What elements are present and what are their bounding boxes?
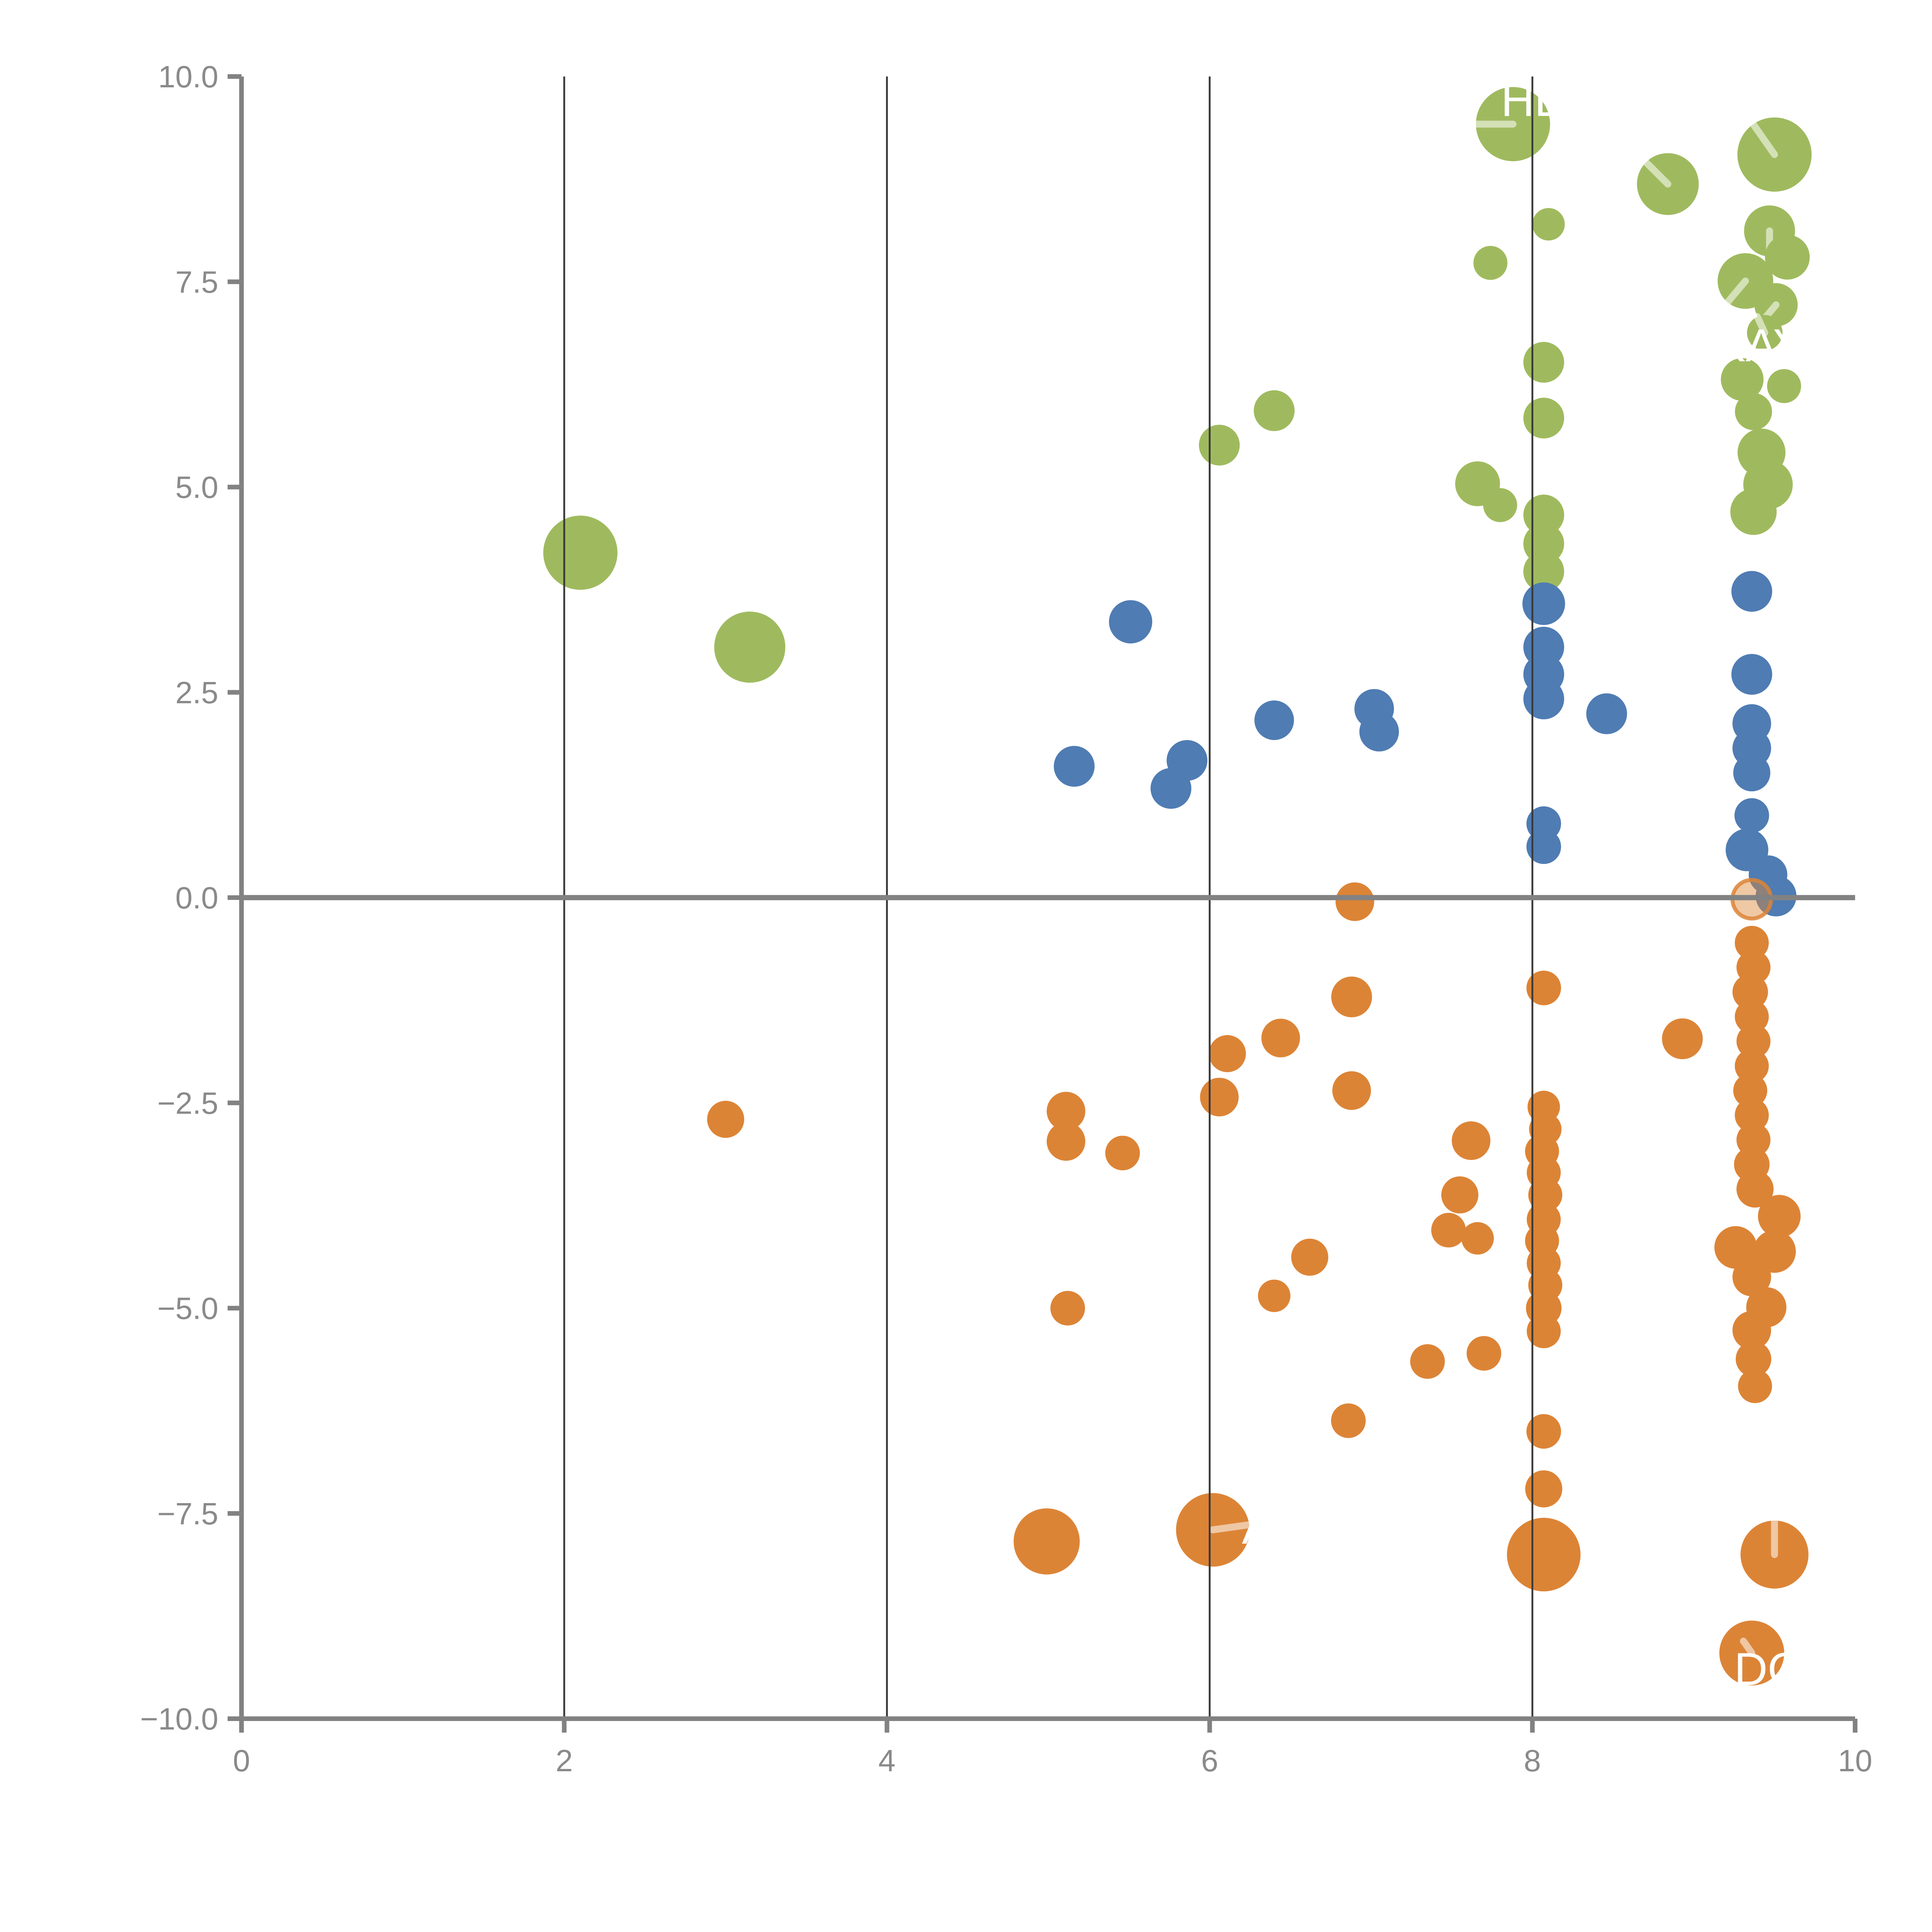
- data-point-green[interactable]: [1765, 235, 1810, 280]
- data-point-green[interactable]: [1473, 246, 1508, 280]
- data-point-orange[interactable]: [1662, 1018, 1703, 1060]
- data-point-green[interactable]: [1523, 398, 1564, 439]
- data-point-orange[interactable]: [1736, 1024, 1770, 1058]
- data-point-orange[interactable]: [1735, 926, 1769, 960]
- bubble-hand-line: [1753, 313, 1769, 337]
- data-point-green[interactable]: [1532, 208, 1565, 241]
- data-point-orange[interactable]: [1291, 1238, 1328, 1276]
- data-point-blue[interactable]: [1522, 582, 1565, 625]
- x-tick-label: 0: [233, 1743, 250, 1778]
- x-tick-label: 10: [1838, 1743, 1872, 1778]
- data-point-orange[interactable]: [1431, 1213, 1466, 1248]
- data-point-orange[interactable]: [1527, 1314, 1561, 1349]
- data-point-green[interactable]: [1721, 358, 1764, 401]
- data-point-orange[interactable]: [1200, 1078, 1239, 1117]
- data-point-blue[interactable]: [1054, 746, 1095, 787]
- y-tick-label: 7.5: [175, 265, 218, 299]
- data-point-orange[interactable]: [1466, 1336, 1502, 1371]
- y-tick-label: −10.0: [140, 1702, 218, 1736]
- y-tick-label: 2.5: [175, 675, 218, 710]
- bubble-hand-line: [1643, 159, 1672, 188]
- bubble-hand-line: [1724, 277, 1749, 306]
- data-point-orange[interactable]: [1050, 1291, 1085, 1326]
- bubble-hand-line: [1740, 1638, 1755, 1656]
- data-point-orange[interactable]: [1732, 1311, 1771, 1350]
- data-point-orange[interactable]: [1525, 1470, 1563, 1508]
- data-point-orange[interactable]: [1714, 1226, 1757, 1269]
- data-point-orange[interactable]: [1735, 1098, 1769, 1132]
- data-point-green[interactable]: [1523, 495, 1564, 536]
- bubble-label-kay: KAY: [1715, 320, 1804, 371]
- data-point-green[interactable]: [714, 611, 786, 683]
- data-point-orange[interactable]: [1332, 1071, 1371, 1110]
- data-point-orange[interactable]: [1331, 976, 1372, 1017]
- y-tick-label: 0.0: [175, 881, 218, 915]
- bubble-hand-line: [1209, 1521, 1253, 1534]
- data-point-orange[interactable]: [1331, 1403, 1366, 1438]
- data-point-orange[interactable]: [1410, 1344, 1445, 1379]
- data-point-blue[interactable]: [1731, 571, 1772, 612]
- data-point-orange[interactable]: [1014, 1508, 1080, 1575]
- y-tick-label: −7.5: [157, 1497, 218, 1531]
- data-point-orange[interactable]: [1736, 1341, 1771, 1377]
- data-point-blue[interactable]: [1733, 754, 1770, 791]
- bubble-label-do: DO: [1734, 1643, 1804, 1695]
- y-tick-label: −2.5: [157, 1086, 218, 1120]
- data-point-orange[interactable]: [1735, 1000, 1769, 1034]
- data-point-green[interactable]: [1523, 551, 1564, 592]
- data-point-orange[interactable]: [1261, 1019, 1300, 1058]
- y-tick-label: 5.0: [175, 470, 218, 505]
- data-point-orange[interactable]: [1732, 1257, 1771, 1296]
- data-point-orange[interactable]: [1046, 1092, 1085, 1131]
- data-point-orange[interactable]: [1046, 1122, 1085, 1161]
- data-point-green[interactable]: [1730, 488, 1777, 535]
- y-tick-label: −5.0: [157, 1291, 218, 1326]
- data-point-orange[interactable]: [1507, 1518, 1581, 1592]
- x-tick-label: 4: [878, 1743, 896, 1778]
- data-point-blue[interactable]: [1734, 798, 1769, 833]
- data-point-green[interactable]: [1523, 342, 1564, 383]
- data-point-orange[interactable]: [1452, 1121, 1491, 1160]
- data-point-green[interactable]: [1767, 369, 1801, 403]
- data-point-orange[interactable]: [1441, 1176, 1478, 1214]
- data-point-orange[interactable]: [1461, 1222, 1494, 1255]
- data-point-green[interactable]: [1253, 390, 1295, 431]
- data-point-orange[interactable]: [1258, 1279, 1291, 1312]
- data-point-blue[interactable]: [1526, 829, 1561, 864]
- data-point-blue[interactable]: [1586, 693, 1627, 734]
- x-tick-label: 6: [1201, 1743, 1218, 1778]
- data-point-blue[interactable]: [1254, 700, 1294, 740]
- data-point-orange[interactable]: [1526, 971, 1561, 1005]
- y-tick-label: 10.0: [158, 60, 218, 94]
- data-point-orange[interactable]: [1733, 1073, 1767, 1108]
- data-point-orange[interactable]: [1738, 1369, 1772, 1403]
- bubble-label-he: HE: [1501, 74, 1565, 126]
- data-point-blue[interactable]: [1150, 768, 1192, 809]
- bubble-label-a: A: [1242, 1502, 1273, 1554]
- data-point-green[interactable]: [1199, 425, 1240, 466]
- data-point-orange[interactable]: [1735, 1049, 1769, 1083]
- data-point-orange[interactable]: [1526, 1414, 1561, 1449]
- data-point-blue[interactable]: [1109, 600, 1152, 644]
- x-tick-label: 8: [1524, 1743, 1541, 1778]
- data-point-orange[interactable]: [1528, 1178, 1563, 1212]
- data-point-green[interactable]: [1483, 488, 1517, 522]
- data-point-orange[interactable]: [1209, 1035, 1246, 1072]
- data-point-green[interactable]: [543, 515, 617, 590]
- data-point-orange[interactable]: [1732, 974, 1768, 1010]
- data-point-green[interactable]: [1735, 393, 1772, 430]
- data-point-blue[interactable]: [1523, 679, 1564, 719]
- bubble-hand-line: [1750, 121, 1778, 158]
- x-tick-label: 2: [556, 1743, 573, 1778]
- data-point-orange[interactable]: [1105, 1136, 1140, 1170]
- data-point-blue[interactable]: [1359, 712, 1399, 752]
- data-point-orange[interactable]: [707, 1100, 744, 1138]
- data-point-blue[interactable]: [1731, 654, 1772, 695]
- data-point-orange[interactable]: [1758, 1195, 1801, 1238]
- data-point-orange[interactable]: [1335, 882, 1374, 921]
- data-point-orange[interactable]: [1736, 1170, 1774, 1208]
